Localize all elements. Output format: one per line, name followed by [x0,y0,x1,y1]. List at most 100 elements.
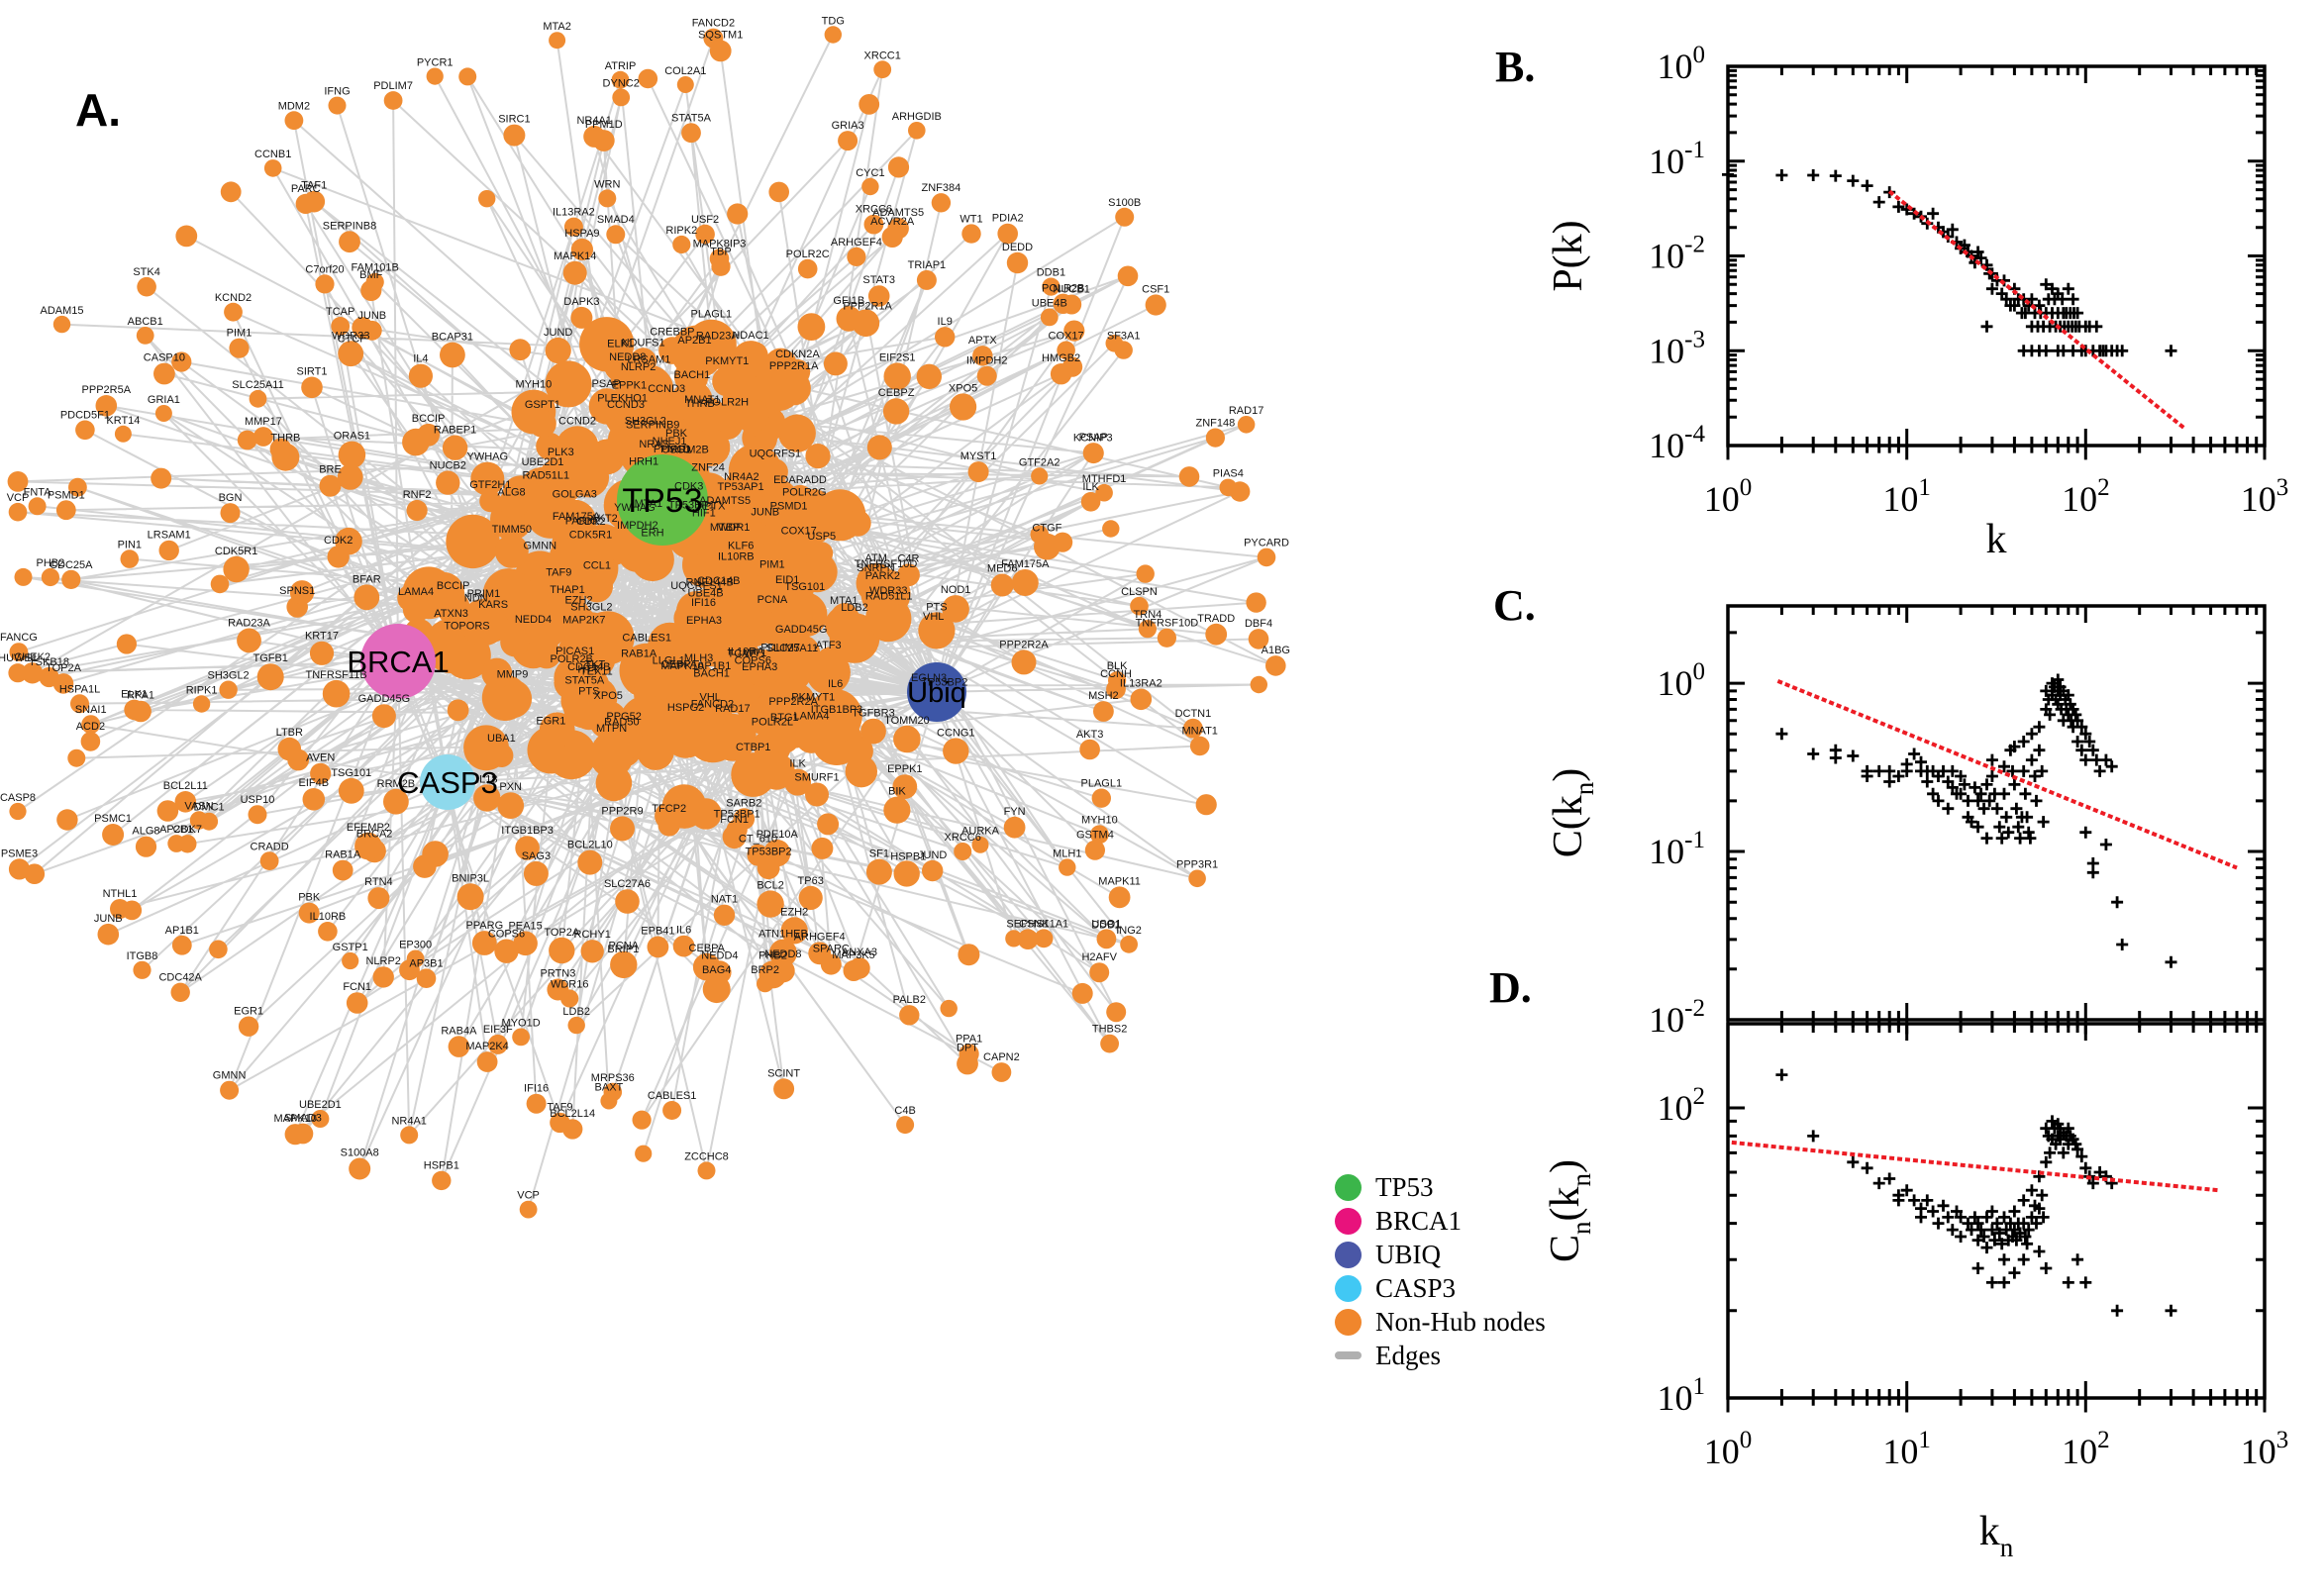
gene-label: VASN [184,800,213,812]
gene-label: PPP2R1A [769,360,819,372]
gene-label: SPARC [813,944,850,955]
gene-node [631,538,674,582]
gene-node [503,124,526,147]
gene-node [689,626,719,654]
gene-node [959,1044,979,1064]
gene-label: CDC14B [697,575,740,587]
gene-label: EDARADD [773,474,827,486]
gene-label: PSAP [1079,432,1108,444]
x-tick-label: 100 [1704,1427,1753,1471]
gene-label: PICAS1 [556,646,594,657]
gene-node [1205,623,1228,646]
gene-label: CDC25A [50,559,93,571]
gene-node [1136,564,1155,583]
legend-item-non-hub-nodes: Non-Hub nodes [1335,1305,1546,1339]
gene-node [562,260,587,285]
gene-label: SF3A1 [1107,330,1141,342]
hub-label-brca1: BRCA1 [347,645,449,679]
gene-node [662,1101,682,1120]
gene-label: USF2 [691,214,719,226]
panel-label-b: B. [1495,43,1536,91]
gene-node [571,696,606,731]
gene-node [916,363,942,389]
gene-label: CTGF [1032,523,1061,535]
gene-label: MTBP [710,522,741,534]
gene-label: RCHY1 [574,929,611,941]
gene-label: SPNS1 [279,585,315,597]
gene-label: EIF2S1 [879,352,916,364]
gene-label: CCND3 [648,383,685,395]
gene-label: BAG4 [702,964,731,976]
gene-label: CAPN2 [983,1051,1020,1063]
gene-node [1178,466,1200,487]
gene-node [70,694,89,714]
gene-label: KRT17 [305,631,339,643]
gene-node [331,317,351,336]
gene-node [1005,930,1023,948]
gene-node [808,689,862,744]
gene-node [9,802,27,821]
gene-label: POLR2B [1042,283,1084,295]
gene-node [1195,794,1217,816]
gene-node [448,1036,470,1057]
gene-label: PTS [578,685,599,697]
gene-label: HSPG2 [667,702,704,714]
gene-label: RAB4A [441,1025,477,1037]
gene-label: GSTM4 [1076,830,1114,842]
gene-label: POLR2H [705,397,749,409]
gene-node [849,957,870,979]
gene-label: SARB2 [726,797,761,809]
gene-label: THRB [685,398,715,410]
gene-node [1040,308,1059,327]
gene-node [726,481,758,513]
gene-label: SH3GL2 [207,670,249,682]
gene-node [135,836,157,857]
gene-node [572,612,611,650]
gene-node [492,679,533,719]
gene-label: TSG101 [331,767,371,779]
gene-node [1188,869,1206,888]
gene-label: JUND [544,327,572,339]
gene-node [632,1110,652,1130]
gene-label: TKT [585,659,606,671]
gene-label: PYCARD [1244,538,1289,549]
gene-label: AKT3 [1076,729,1104,741]
gene-node [1157,628,1176,648]
gene-label: CRADD [251,841,289,852]
gene-node [567,1016,585,1035]
gene-label: IMPDH2 [617,520,658,532]
gene-node [192,695,211,713]
gene-label: STAT3 [862,274,895,286]
gene-node [354,584,380,611]
gene-label: DEDD [1002,242,1033,253]
gene-label: FNTA [24,486,52,498]
gene-label: MTPN [596,723,627,735]
gene-node [440,342,465,368]
axis-ticks [1726,606,2267,1035]
gene-node [494,939,519,963]
x-axis-title: kn [1979,1509,2014,1562]
gene-label: ADAM15 [40,305,83,317]
gene-label: TP53BP2 [921,677,967,689]
gene-label: PSMC1 [94,813,132,825]
gene-label: TGFB1 [252,652,287,664]
gene-label: GSTP1 [333,942,368,953]
gene-label: ARHGDIB [892,111,942,123]
gene-node [709,249,730,268]
gene-node [868,601,909,642]
gene-node [229,338,250,358]
gene-label: CCND2 [558,415,596,427]
gene-label: NR4A1 [576,115,611,127]
gene-node [9,643,29,661]
gene-label: NLRP2 [365,955,400,967]
gene-node [515,836,540,860]
legend: TP53 BRCA1 UBIQ CASP3 Non-Hub nodes Edges [1335,1170,1546,1372]
gene-label: BMF [359,269,383,281]
gene-label: AP2B1 [677,335,711,347]
gene-label: CREBBP [650,326,694,338]
gene-label: FCN1 [720,814,749,826]
gene-label: RAB1A [621,648,657,659]
gene-label: EID1 [775,574,799,586]
gene-label: FANCG [0,632,38,644]
gene-node [606,225,626,245]
